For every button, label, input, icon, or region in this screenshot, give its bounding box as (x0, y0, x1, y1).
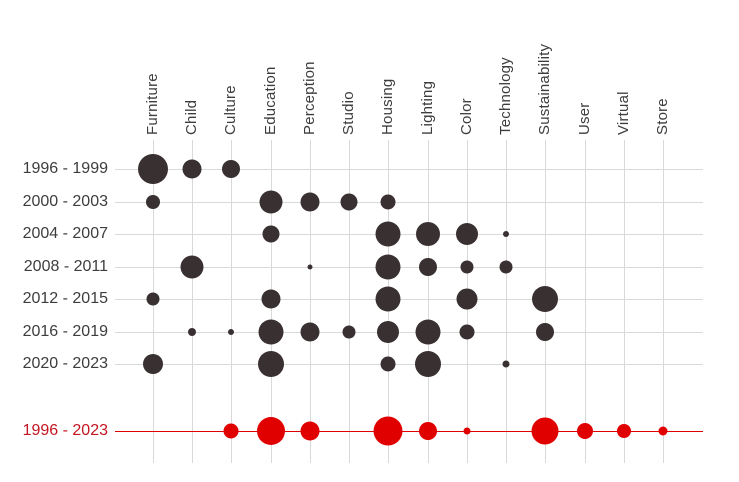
bubble (300, 192, 320, 211)
bubble (414, 351, 441, 377)
bubble (188, 327, 197, 336)
row-gridline (115, 234, 703, 235)
bubble (300, 322, 320, 341)
summary-bubble (373, 416, 403, 446)
row-gridline (115, 169, 703, 170)
bubble (375, 254, 401, 279)
column-gridline (506, 140, 508, 463)
row-label: 2000 - 2003 (22, 192, 108, 210)
row-gridline (115, 299, 703, 300)
bubble (340, 193, 358, 210)
row-gridline (115, 201, 703, 203)
column-label: Lighting (418, 80, 436, 135)
bubble (222, 160, 241, 178)
column-gridline (231, 140, 233, 463)
bubble (261, 289, 281, 309)
column-label: Perception (300, 61, 318, 135)
column-label: Housing (379, 78, 397, 135)
column-gridline (309, 140, 311, 463)
summary-bubble (223, 423, 239, 439)
row-label: 2008 - 2011 (23, 257, 108, 275)
bubble (342, 325, 356, 338)
bubble (502, 360, 510, 368)
summary-bubble (300, 421, 320, 441)
bubble (499, 260, 513, 273)
row-label: 1996 - 1999 (22, 160, 108, 177)
summary-bubble (576, 423, 593, 439)
bubble (415, 319, 441, 344)
summary-bubble (531, 417, 559, 445)
bubble (418, 257, 437, 276)
column-label: Studio (340, 91, 358, 135)
bubble (138, 154, 168, 184)
row-label: 2020 - 2023 (22, 355, 108, 372)
summary-bubble (418, 422, 437, 440)
column-gridline (192, 140, 194, 463)
bubble (503, 231, 510, 237)
bubble (258, 319, 284, 344)
bubble (380, 194, 396, 209)
bubble (257, 351, 284, 377)
column-label: Virtual (614, 91, 632, 135)
bubble (415, 222, 440, 246)
column-gridline (349, 140, 351, 463)
bubble (180, 255, 204, 278)
row-label: 2016 - 2019 (22, 322, 108, 340)
column-gridline (662, 140, 664, 463)
bubble (307, 264, 313, 269)
bubble (536, 322, 555, 341)
column-gridline (584, 140, 586, 463)
summary-bubble (256, 417, 285, 445)
bubble (460, 260, 474, 273)
row-gridline (115, 266, 703, 268)
summary-row-line (115, 431, 703, 432)
column-gridline (427, 140, 429, 463)
bubble (380, 356, 396, 372)
column-label: Color (457, 98, 475, 135)
bubble (146, 292, 160, 306)
column-gridline (623, 140, 625, 463)
bubble (456, 288, 478, 310)
column-label: User (575, 102, 593, 135)
bubble (459, 324, 475, 339)
row-gridline (115, 331, 703, 333)
bubble (375, 221, 401, 247)
column-label: Culture (222, 85, 240, 135)
column-label: Furniture (144, 73, 161, 135)
bubble (143, 354, 163, 374)
column-label: Store (653, 98, 671, 135)
bubble (228, 328, 235, 335)
row-label: 2012 - 2015 (22, 290, 108, 307)
row-label: 2004 - 2007 (22, 225, 108, 242)
bubble (532, 286, 559, 312)
row-gridline (115, 364, 703, 365)
column-label: Sustainability (536, 43, 554, 135)
summary-bubble (463, 427, 471, 435)
bubble (262, 225, 280, 243)
bubble (146, 194, 160, 209)
column-label: Child (183, 99, 201, 135)
bubble (375, 286, 401, 312)
summary-bubble (658, 426, 668, 436)
bubble (182, 159, 202, 179)
bubble (377, 320, 400, 343)
column-label: Education (261, 66, 279, 135)
bubble (259, 190, 283, 213)
summary-bubble (616, 424, 631, 438)
summary-row-label: 1996 - 2023 (22, 422, 108, 439)
column-label: Technology (497, 57, 515, 135)
bubble (455, 223, 478, 245)
